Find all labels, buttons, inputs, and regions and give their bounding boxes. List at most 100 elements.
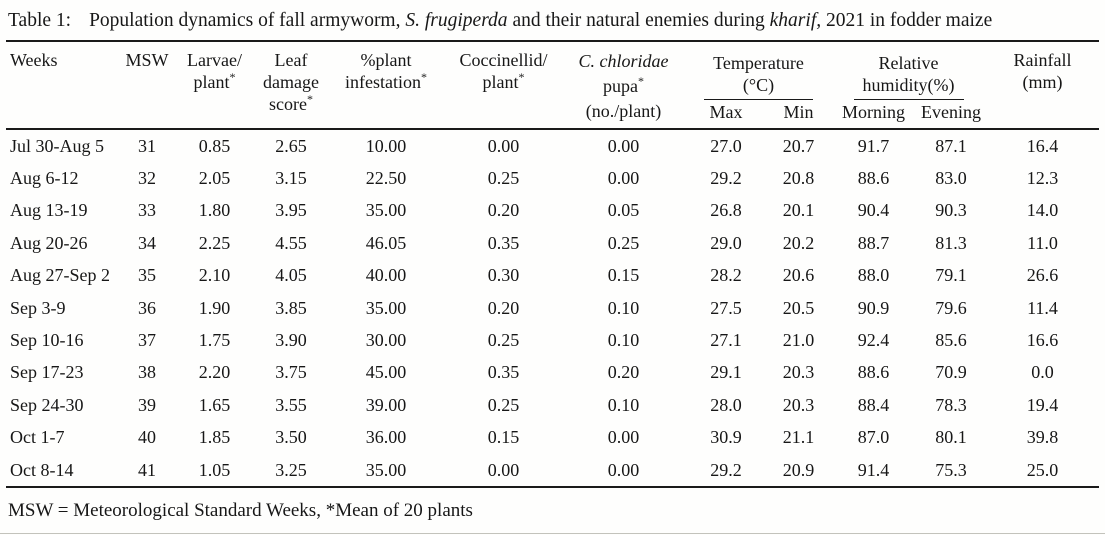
cell: 40 bbox=[138, 427, 156, 448]
cell: 87.1 bbox=[935, 135, 967, 156]
cell: 91.7 bbox=[857, 135, 890, 156]
cell: 29.2 bbox=[710, 168, 742, 189]
cell: 34 bbox=[138, 232, 156, 253]
cell: 0.15 bbox=[607, 265, 640, 286]
cell: 0.10 bbox=[607, 297, 640, 318]
cell: 1.90 bbox=[198, 297, 231, 318]
group-header-temperature: Temperature (°C) bbox=[686, 42, 831, 100]
cell: 91.4 bbox=[857, 459, 890, 480]
cell: 0.25 bbox=[487, 168, 520, 189]
cell: 0.00 bbox=[487, 135, 520, 156]
cell: 3.85 bbox=[275, 297, 307, 318]
cell: 0.30 bbox=[487, 265, 520, 286]
cell: 1.75 bbox=[198, 330, 231, 351]
cell: 81.3 bbox=[935, 232, 967, 253]
cell: 0.85 bbox=[198, 135, 231, 156]
cell: 79.1 bbox=[935, 265, 967, 286]
cell: 10.00 bbox=[365, 135, 407, 156]
cell: 29.2 bbox=[710, 459, 742, 480]
cell: 88.4 bbox=[857, 394, 890, 415]
cell: 29.1 bbox=[710, 362, 742, 383]
table-row: Sep 3-9 36 1.90 3.85 35.00 0.20 0.10 27.5 20.5 90… bbox=[6, 292, 1099, 324]
cell: 20.3 bbox=[782, 362, 815, 383]
cell: 0.00 bbox=[607, 459, 640, 480]
cell: 0.35 bbox=[487, 362, 520, 383]
table-row: Sep 10-16 37 1.75 3.90 30.00 0.25 0.10 27.1 21.0… bbox=[6, 324, 1099, 356]
cell: 2.20 bbox=[198, 362, 231, 383]
cell: 14.0 bbox=[1026, 200, 1059, 221]
cell: 88.6 bbox=[857, 362, 890, 383]
cell: 20.7 bbox=[782, 135, 815, 156]
cell: 36 bbox=[138, 297, 156, 318]
cell: 20.8 bbox=[782, 168, 815, 189]
cell: 0.00 bbox=[607, 168, 640, 189]
cell: 35.00 bbox=[365, 459, 407, 480]
cell: 11.4 bbox=[1027, 297, 1058, 318]
cell: 83.0 bbox=[935, 168, 967, 189]
cell: Sep 10-16 bbox=[10, 330, 84, 351]
cell: 21.0 bbox=[782, 330, 815, 351]
cell: 20.9 bbox=[782, 459, 815, 480]
cell: 16.6 bbox=[1026, 330, 1059, 351]
column-header-rh-evening: Evening bbox=[921, 102, 981, 122]
cell: 3.55 bbox=[275, 394, 307, 415]
cell: 35.00 bbox=[365, 297, 407, 318]
column-header-msw: MSW bbox=[125, 50, 169, 70]
cell: Jul 30-Aug 5 bbox=[10, 135, 104, 156]
cell: 90.3 bbox=[935, 200, 967, 221]
column-header-c-chloridae-pupa: C. chloridae pupa* (no./plant) bbox=[578, 51, 669, 121]
column-header-larvae-per-plant: Larvae/plant* bbox=[187, 50, 242, 92]
cell: 88.0 bbox=[857, 265, 890, 286]
cell: Sep 24-30 bbox=[10, 394, 84, 415]
table-row: Jul 30-Aug 5 31 0.85 2.65 10.00 0.00 0.00 27.0 2… bbox=[6, 129, 1099, 162]
column-header-coccinellid-per-plant: Coccinellid/plant* bbox=[459, 50, 548, 92]
cell: 0.20 bbox=[607, 362, 640, 383]
cell: 1.05 bbox=[198, 459, 231, 480]
cell: 22.50 bbox=[365, 168, 407, 189]
cell: 88.6 bbox=[857, 168, 890, 189]
table-header: Weeks MSW Larvae/plant* Leaf damage score* %pl… bbox=[6, 42, 1099, 129]
cell: 0.20 bbox=[487, 297, 520, 318]
cell: 38 bbox=[138, 362, 156, 383]
paper-page: Table 1: Population dynamics of fall army… bbox=[6, 10, 1099, 521]
cell: 0.25 bbox=[487, 394, 520, 415]
cell: 0.25 bbox=[487, 330, 520, 351]
cell: 26.8 bbox=[710, 200, 742, 221]
cell: 0.15 bbox=[487, 427, 520, 448]
cell: 32 bbox=[138, 168, 156, 189]
cell: 3.95 bbox=[275, 200, 307, 221]
cell: 78.3 bbox=[935, 394, 967, 415]
cell: 3.25 bbox=[275, 459, 307, 480]
cell: 0.0 bbox=[1031, 362, 1054, 383]
cell: 39.8 bbox=[1026, 427, 1059, 448]
cell: Aug 27-Sep 2 bbox=[10, 265, 110, 286]
cell: 0.35 bbox=[487, 232, 520, 253]
cell: 12.3 bbox=[1026, 168, 1059, 189]
cell: 28.2 bbox=[710, 265, 742, 286]
cell: 2.05 bbox=[198, 168, 231, 189]
cell: 29.0 bbox=[710, 232, 742, 253]
cell: 33 bbox=[138, 200, 156, 221]
cell: 35 bbox=[138, 265, 156, 286]
cell: 0.00 bbox=[607, 427, 640, 448]
cell: 90.4 bbox=[857, 200, 890, 221]
cell: 79.6 bbox=[935, 297, 967, 318]
column-header-weeks: Weeks bbox=[10, 50, 58, 70]
cell: Aug 20-26 bbox=[10, 232, 88, 253]
cell: 27.1 bbox=[710, 330, 742, 351]
cell: Sep 3-9 bbox=[10, 297, 66, 318]
table-row: Aug 27-Sep 2 35 2.10 4.05 40.00 0.30 0.15 28.2 2… bbox=[6, 260, 1099, 292]
cell: 21.1 bbox=[782, 427, 815, 448]
cell: 0.20 bbox=[487, 200, 520, 221]
cell: 90.9 bbox=[857, 297, 890, 318]
cell: Oct 1-7 bbox=[10, 427, 65, 448]
cell: 0.00 bbox=[487, 459, 520, 480]
cell: 1.80 bbox=[198, 200, 231, 221]
cell: 2.10 bbox=[198, 265, 231, 286]
cell: Aug 6-12 bbox=[10, 168, 79, 189]
cell: 31 bbox=[138, 135, 156, 156]
cell: 25.0 bbox=[1026, 459, 1059, 480]
cell: 35.00 bbox=[365, 200, 407, 221]
cell: Oct 8-14 bbox=[10, 459, 74, 480]
cell: 11.0 bbox=[1027, 232, 1058, 253]
